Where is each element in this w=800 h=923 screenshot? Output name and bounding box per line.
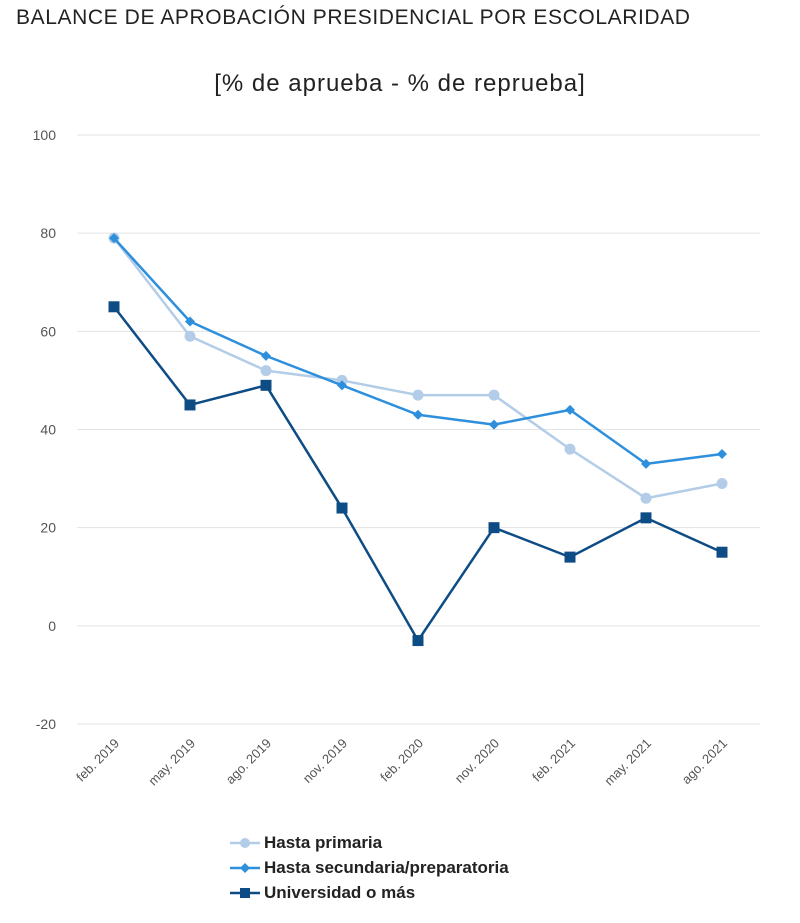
x-tick-label: ago. 2021 <box>679 736 731 788</box>
y-tick-label: 20 <box>40 520 56 536</box>
series-line-1 <box>113 237 723 500</box>
data-point <box>716 546 728 558</box>
data-point <box>640 512 652 524</box>
legend-swatch-diamond-icon <box>230 862 260 873</box>
data-point <box>184 330 196 342</box>
data-point <box>261 350 271 361</box>
legend-item-hasta-primaria[interactable]: Hasta primaria <box>230 830 509 855</box>
data-point <box>717 449 727 460</box>
legend-swatch-square-icon <box>230 887 260 898</box>
x-tick-label: nov. 2019 <box>300 736 350 786</box>
y-tick-label: 100 <box>33 127 57 143</box>
data-point <box>109 233 119 244</box>
data-point <box>108 301 120 313</box>
data-point <box>336 502 348 514</box>
legend-item-universidad[interactable]: Universidad o más <box>230 880 509 905</box>
legend-item-hasta-secundaria[interactable]: Hasta secundaria/preparatoria <box>230 855 509 880</box>
data-point <box>488 389 500 401</box>
data-point <box>184 399 196 411</box>
data-point <box>564 551 576 563</box>
data-point <box>641 458 651 469</box>
legend-label: Hasta secundaria/preparatoria <box>264 857 509 877</box>
data-point <box>640 492 652 504</box>
legend-label: Universidad o más <box>264 882 416 902</box>
x-tick-label: may. 2021 <box>601 736 654 789</box>
y-tick-label: 40 <box>40 422 56 438</box>
data-point <box>337 380 347 391</box>
y-tick-label: -20 <box>36 716 56 732</box>
legend: Hasta primaria Hasta secundaria/preparat… <box>230 830 509 905</box>
chart-subtitle: [% de aprueba - % de reprueba] <box>214 70 586 97</box>
x-tick-label: feb. 2019 <box>73 736 122 785</box>
data-point <box>489 419 499 430</box>
data-point <box>565 404 575 415</box>
x-tick-label: ago. 2019 <box>223 736 275 788</box>
data-point <box>564 443 576 455</box>
y-tick-label: 0 <box>48 618 56 634</box>
data-point <box>260 365 272 377</box>
x-tick-label: nov. 2020 <box>452 736 502 786</box>
data-point <box>413 409 423 420</box>
chart-title: BALANCE DE APROBACIÓN PRESIDENCIAL POR E… <box>16 6 691 29</box>
data-point <box>488 522 500 534</box>
y-tick-label: 60 <box>40 323 56 339</box>
x-tick-label: feb. 2021 <box>529 736 578 785</box>
data-point <box>716 477 728 489</box>
data-point <box>412 635 424 647</box>
x-tick-label: may. 2019 <box>145 736 198 789</box>
y-tick-label: 80 <box>40 225 56 241</box>
data-point <box>185 316 195 327</box>
data-point <box>412 389 424 401</box>
legend-swatch-circle-icon <box>230 837 260 848</box>
x-tick-label: feb. 2020 <box>377 736 426 785</box>
legend-label: Hasta primaria <box>264 832 383 852</box>
series-line-3 <box>113 306 723 642</box>
data-point <box>260 379 272 391</box>
